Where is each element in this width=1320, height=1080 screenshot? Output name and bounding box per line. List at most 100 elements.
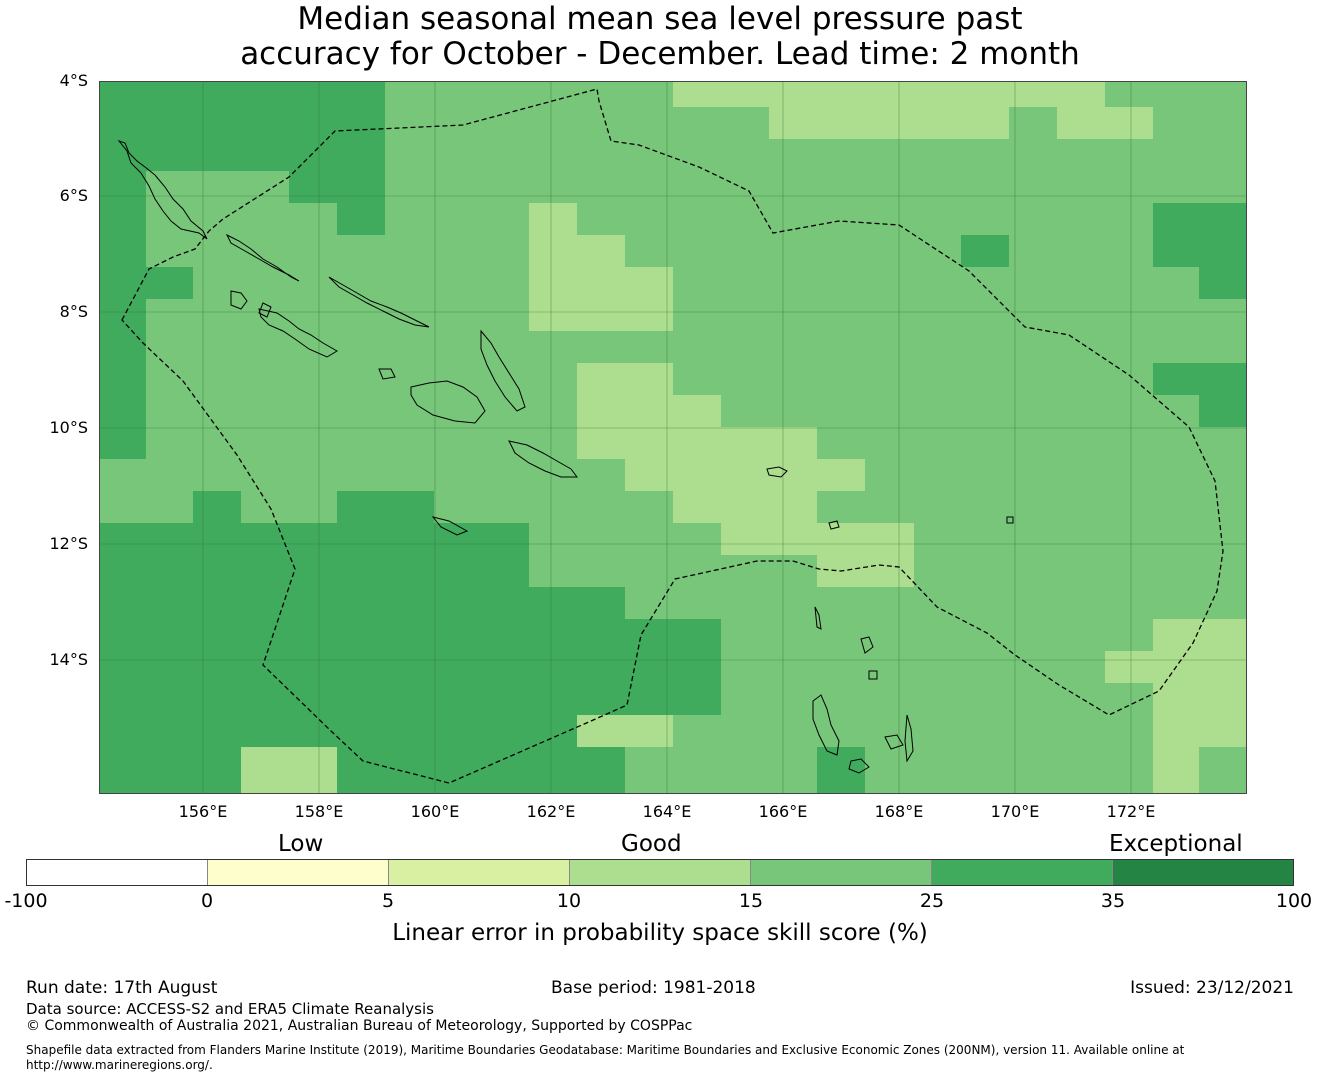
skill-cell bbox=[1153, 683, 1200, 716]
skill-cell bbox=[1153, 395, 1200, 428]
skill-cell bbox=[529, 555, 578, 588]
skill-cell bbox=[721, 139, 770, 172]
skill-cell bbox=[1057, 491, 1106, 524]
skill-cell bbox=[625, 171, 674, 204]
skill-cell bbox=[914, 171, 962, 204]
lon-label-168e: 168°E bbox=[874, 802, 924, 821]
skill-cell bbox=[914, 651, 962, 684]
skill-cell bbox=[1057, 459, 1106, 492]
skill-cell bbox=[769, 683, 818, 716]
skill-cell bbox=[721, 331, 770, 364]
skill-cell bbox=[289, 267, 338, 300]
skill-cell bbox=[99, 587, 147, 620]
skill-cell bbox=[529, 523, 578, 556]
skill-cell bbox=[625, 715, 674, 748]
skill-cell bbox=[961, 203, 1010, 236]
skill-cell bbox=[577, 715, 626, 748]
skill-cell bbox=[529, 203, 578, 236]
run-date: Run date: 17th August bbox=[26, 978, 218, 998]
lon-label-164e: 164°E bbox=[642, 802, 692, 821]
skill-cell bbox=[625, 619, 674, 652]
skill-cell bbox=[434, 107, 482, 140]
island-malakula bbox=[884, 734, 904, 750]
skill-cell bbox=[1057, 81, 1106, 108]
skill-cell bbox=[99, 395, 147, 428]
skill-cell bbox=[577, 203, 626, 236]
skill-cell bbox=[769, 427, 818, 460]
skill-cell bbox=[99, 139, 147, 172]
skill-cell bbox=[914, 459, 962, 492]
island-vanikoro bbox=[828, 520, 840, 530]
skill-cell bbox=[289, 619, 338, 652]
skill-cell bbox=[529, 747, 578, 794]
skill-cell bbox=[385, 619, 435, 652]
skill-cell bbox=[99, 427, 147, 460]
skill-cell bbox=[769, 363, 818, 396]
skill-cell bbox=[146, 491, 194, 524]
skill-cell bbox=[817, 171, 866, 204]
skill-cell bbox=[769, 267, 818, 300]
skill-cell bbox=[1009, 683, 1058, 716]
skill-cell bbox=[961, 683, 1010, 716]
skill-cell bbox=[146, 683, 194, 716]
skill-cell bbox=[817, 81, 866, 108]
skill-cell bbox=[481, 299, 530, 332]
skill-cell bbox=[434, 715, 482, 748]
skill-cell bbox=[385, 81, 435, 108]
skill-cell bbox=[289, 299, 338, 332]
lon-label-170e: 170°E bbox=[990, 802, 1040, 821]
skill-cell bbox=[577, 683, 626, 716]
skill-cell bbox=[146, 235, 194, 268]
skill-cell bbox=[577, 267, 626, 300]
skill-cell bbox=[385, 203, 435, 236]
skill-cell bbox=[146, 81, 194, 108]
skill-cell bbox=[1009, 299, 1058, 332]
colorbar-tick: 0 bbox=[200, 890, 214, 912]
skill-cell bbox=[914, 107, 962, 140]
skill-cell bbox=[434, 651, 482, 684]
skill-cell bbox=[769, 651, 818, 684]
skill-cell bbox=[1153, 491, 1200, 524]
skill-cell bbox=[99, 619, 147, 652]
colorbar-segment bbox=[389, 860, 570, 885]
skill-cell bbox=[289, 683, 338, 716]
skill-cell bbox=[961, 491, 1010, 524]
skill-cell bbox=[1153, 427, 1200, 460]
skill-cell bbox=[865, 523, 915, 556]
skill-cell bbox=[577, 81, 626, 108]
skill-cell bbox=[99, 267, 147, 300]
island-efate bbox=[848, 758, 870, 774]
skill-cell bbox=[337, 459, 386, 492]
skill-cell bbox=[1153, 139, 1200, 172]
skill-cell bbox=[1009, 459, 1058, 492]
skill-cell bbox=[625, 491, 674, 524]
skill-cell bbox=[1009, 715, 1058, 748]
island-santa-cruz bbox=[766, 466, 788, 478]
skill-cell bbox=[673, 395, 722, 428]
skill-cell bbox=[289, 395, 338, 428]
skill-cell bbox=[1105, 81, 1154, 108]
skill-cell bbox=[337, 619, 386, 652]
island-pentecost bbox=[904, 714, 914, 763]
skill-cell bbox=[385, 171, 435, 204]
skill-cell bbox=[1105, 331, 1154, 364]
skill-cell bbox=[673, 491, 722, 524]
skill-cell bbox=[817, 139, 866, 172]
skill-cell bbox=[1009, 267, 1058, 300]
skill-cell bbox=[769, 299, 818, 332]
skill-cell bbox=[1105, 235, 1154, 268]
skill-cell bbox=[625, 587, 674, 620]
lat-label-10s: 10°S bbox=[49, 418, 88, 437]
skill-cell bbox=[1009, 747, 1058, 794]
skill-cell bbox=[625, 555, 674, 588]
skill-cell bbox=[625, 267, 674, 300]
skill-cell bbox=[1105, 619, 1154, 652]
lat-label-8s: 8°S bbox=[59, 302, 88, 321]
skill-cell bbox=[1199, 715, 1247, 748]
skill-cell bbox=[961, 427, 1010, 460]
skill-cell bbox=[914, 427, 962, 460]
skill-cell bbox=[99, 747, 147, 794]
skill-cell bbox=[193, 139, 242, 172]
skill-cell bbox=[146, 427, 194, 460]
skill-cell bbox=[914, 299, 962, 332]
